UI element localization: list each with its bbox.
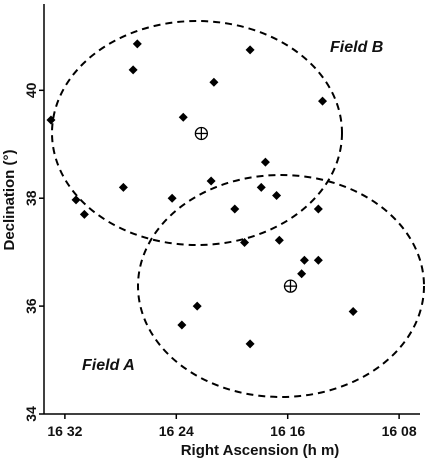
data-point bbox=[313, 204, 323, 214]
y-axis-title: Declination (°) bbox=[1, 149, 18, 250]
data-point bbox=[118, 182, 128, 192]
field-centers bbox=[194, 126, 298, 293]
x-axis-title: Right Ascension (h m) bbox=[181, 442, 340, 459]
y-tick-label: 34 bbox=[23, 406, 39, 422]
data-point bbox=[313, 255, 323, 265]
plot-frame bbox=[43, 4, 420, 415]
field-b-label: Field B bbox=[330, 39, 383, 56]
field-center-marker bbox=[283, 279, 298, 293]
data-point bbox=[177, 320, 187, 330]
data-point bbox=[245, 339, 255, 349]
data-point bbox=[46, 115, 56, 125]
field-b-ellipse bbox=[51, 20, 343, 246]
y-tick-label: 40 bbox=[23, 82, 39, 98]
y-tick-label: 36 bbox=[23, 298, 39, 314]
data-point bbox=[272, 191, 282, 201]
data-point bbox=[132, 39, 142, 49]
data-point bbox=[245, 45, 255, 55]
x-tick-label: 16 08 bbox=[382, 423, 417, 439]
field-ellipses bbox=[51, 20, 425, 398]
data-point bbox=[260, 157, 270, 167]
y-ticks: 34 36 38 40 bbox=[23, 82, 44, 422]
field-a-ellipse bbox=[137, 174, 425, 398]
data-point bbox=[297, 269, 307, 279]
data-point bbox=[348, 307, 358, 316]
field-a-label: Field A bbox=[82, 357, 135, 374]
data-point bbox=[230, 204, 240, 214]
data-point bbox=[318, 96, 328, 106]
data-point bbox=[206, 176, 216, 186]
y-tick-label: 38 bbox=[23, 190, 39, 206]
data-point bbox=[167, 193, 177, 203]
data-point bbox=[128, 65, 138, 75]
data-point bbox=[299, 255, 309, 265]
x-ticks: 16 32 16 24 16 16 16 08 bbox=[47, 414, 417, 439]
x-tick-label: 16 24 bbox=[159, 423, 194, 439]
data-point bbox=[274, 235, 284, 245]
x-tick-label: 16 32 bbox=[47, 423, 82, 439]
field-center-marker bbox=[194, 126, 209, 141]
data-point bbox=[178, 112, 188, 122]
data-points bbox=[46, 39, 358, 349]
x-tick-label: 16 16 bbox=[270, 423, 305, 439]
data-point bbox=[71, 195, 81, 205]
data-point bbox=[256, 182, 266, 192]
data-point bbox=[79, 209, 89, 219]
data-point bbox=[192, 301, 202, 311]
data-point bbox=[240, 237, 250, 247]
data-point bbox=[209, 77, 219, 87]
